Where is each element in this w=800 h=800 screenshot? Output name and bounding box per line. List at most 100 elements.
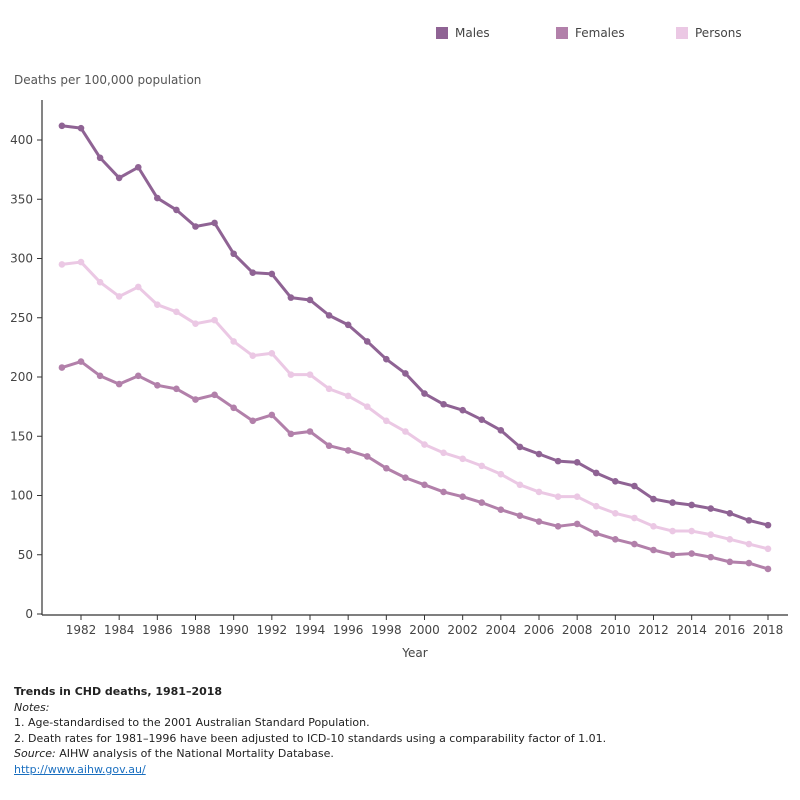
data-point[interactable] — [440, 488, 447, 496]
data-point[interactable] — [363, 403, 371, 410]
data-point[interactable] — [688, 501, 695, 509]
data-point[interactable] — [688, 527, 695, 535]
data-point[interactable] — [478, 499, 486, 506]
data-point[interactable] — [173, 308, 180, 316]
data-point[interactable] — [96, 278, 104, 286]
data-point[interactable] — [363, 338, 371, 345]
data-point[interactable] — [249, 352, 257, 359]
data-point[interactable] — [249, 417, 257, 425]
data-point[interactable] — [383, 417, 390, 425]
data-point[interactable] — [688, 550, 695, 557]
data-point[interactable] — [459, 406, 466, 414]
data-point[interactable] — [325, 442, 333, 450]
data-point[interactable] — [631, 514, 638, 522]
data-point[interactable] — [325, 385, 333, 393]
data-point[interactable] — [745, 540, 753, 548]
data-point[interactable] — [478, 416, 486, 423]
data-point[interactable] — [192, 396, 199, 403]
data-point[interactable] — [592, 502, 600, 510]
data-point[interactable] — [650, 546, 657, 554]
data-point[interactable] — [440, 400, 447, 408]
data-point[interactable] — [726, 509, 734, 517]
data-point[interactable] — [726, 536, 734, 543]
data-point[interactable] — [96, 372, 104, 380]
data-point[interactable] — [96, 154, 104, 162]
data-point[interactable] — [134, 372, 142, 380]
data-point[interactable] — [459, 493, 466, 500]
data-point[interactable] — [134, 163, 142, 171]
data-point[interactable] — [363, 453, 371, 460]
data-point[interactable] — [344, 392, 352, 400]
data-point[interactable] — [173, 206, 180, 214]
data-point[interactable] — [421, 390, 428, 397]
data-point[interactable] — [478, 462, 486, 470]
data-point[interactable] — [115, 174, 123, 182]
data-point[interactable] — [612, 536, 619, 543]
data-point[interactable] — [77, 258, 85, 266]
data-point[interactable] — [707, 505, 715, 512]
data-point[interactable] — [554, 493, 562, 500]
data-point[interactable] — [211, 391, 218, 399]
data-point[interactable] — [383, 355, 390, 363]
data-point[interactable] — [535, 450, 543, 458]
data-point[interactable] — [192, 320, 199, 327]
data-point[interactable] — [77, 358, 85, 365]
data-point[interactable] — [268, 270, 276, 278]
data-point[interactable] — [268, 411, 276, 419]
data-point[interactable] — [230, 250, 237, 258]
data-point[interactable] — [77, 124, 85, 132]
data-point[interactable] — [344, 447, 352, 454]
data-point[interactable] — [592, 530, 600, 537]
data-point[interactable] — [306, 371, 314, 378]
data-point[interactable] — [669, 527, 676, 535]
data-point[interactable] — [497, 506, 505, 514]
data-point[interactable] — [707, 531, 715, 538]
data-point[interactable] — [745, 559, 753, 567]
data-point[interactable] — [287, 430, 295, 438]
data-point[interactable] — [497, 427, 505, 434]
data-point[interactable] — [726, 558, 734, 566]
data-point[interactable] — [402, 474, 409, 482]
data-point[interactable] — [592, 469, 600, 477]
data-point[interactable] — [115, 380, 123, 388]
data-point[interactable] — [535, 518, 543, 525]
data-point[interactable] — [230, 404, 237, 412]
data-point[interactable] — [287, 294, 295, 301]
data-point[interactable] — [650, 495, 657, 503]
data-point[interactable] — [402, 428, 409, 435]
data-point[interactable] — [115, 293, 123, 300]
data-point[interactable] — [612, 509, 619, 517]
data-point[interactable] — [573, 520, 581, 528]
data-point[interactable] — [669, 551, 676, 559]
data-point[interactable] — [58, 364, 66, 371]
data-point[interactable] — [421, 441, 428, 448]
data-point[interactable] — [669, 499, 676, 506]
aihw-link[interactable]: http://www.aihw.gov.au/ — [14, 762, 146, 776]
data-point[interactable] — [497, 470, 505, 478]
data-point[interactable] — [516, 512, 524, 519]
legend-item-persons[interactable]: Persons — [676, 26, 742, 40]
data-point[interactable] — [612, 477, 619, 485]
data-point[interactable] — [211, 219, 218, 227]
data-point[interactable] — [516, 443, 524, 451]
data-point[interactable] — [58, 122, 66, 130]
data-point[interactable] — [344, 321, 352, 329]
data-point[interactable] — [764, 521, 772, 529]
data-point[interactable] — [268, 350, 276, 357]
data-point[interactable] — [154, 194, 161, 202]
data-point[interactable] — [573, 493, 581, 500]
data-point[interactable] — [650, 523, 657, 530]
data-point[interactable] — [745, 517, 753, 524]
data-point[interactable] — [325, 312, 333, 319]
data-point[interactable] — [211, 316, 218, 324]
data-point[interactable] — [707, 553, 715, 561]
data-point[interactable] — [230, 338, 237, 345]
data-point[interactable] — [287, 371, 295, 378]
data-point[interactable] — [631, 540, 638, 548]
data-point[interactable] — [249, 269, 257, 277]
legend-item-males[interactable]: Males — [436, 26, 490, 40]
data-point[interactable] — [421, 481, 428, 489]
data-point[interactable] — [383, 464, 390, 472]
data-point[interactable] — [154, 301, 161, 309]
data-point[interactable] — [58, 261, 66, 268]
